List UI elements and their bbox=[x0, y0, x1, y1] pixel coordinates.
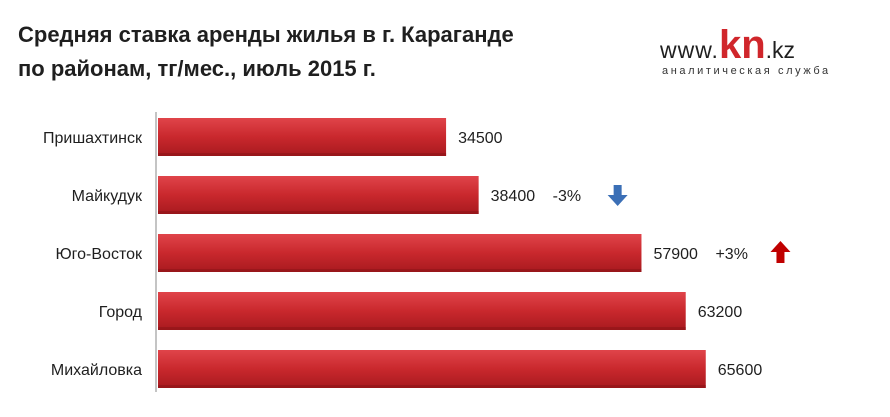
bar-shadow bbox=[158, 153, 447, 156]
data-label: 38400 bbox=[491, 188, 536, 205]
bar bbox=[158, 234, 642, 272]
bar-shadow bbox=[158, 269, 642, 272]
bar-shadow bbox=[158, 327, 686, 330]
bar bbox=[158, 292, 686, 330]
logo-suffix: .kz bbox=[765, 37, 796, 63]
bar-shadow bbox=[158, 385, 706, 388]
chart-title: Средняя ставка аренды жилья в г. Караган… bbox=[18, 18, 618, 86]
logo-prefix: www. bbox=[660, 37, 719, 63]
change-label: -3% bbox=[553, 188, 581, 205]
category-label: Пришахтинск bbox=[43, 130, 143, 147]
category-label: Юго-Восток bbox=[56, 246, 143, 263]
arrow-down-icon bbox=[607, 185, 628, 206]
bar-shadow bbox=[158, 211, 479, 214]
data-label: 65600 bbox=[718, 362, 763, 379]
bar bbox=[158, 350, 706, 388]
title-line-2: по районам, тг/мес., июль 2015 г. bbox=[18, 56, 376, 81]
logo-tagline: аналитическая служба bbox=[662, 65, 831, 77]
data-label: 63200 bbox=[698, 304, 743, 321]
arrow-up-icon bbox=[770, 241, 791, 263]
category-label: Майкудук bbox=[72, 188, 143, 205]
category-label: Город bbox=[99, 304, 143, 321]
bar bbox=[158, 118, 447, 156]
data-label: 57900 bbox=[653, 246, 698, 263]
logo-brand: kn bbox=[718, 23, 766, 67]
title-line-1: Средняя ставка аренды жилья в г. Караган… bbox=[18, 22, 514, 47]
category-label: Михайловка bbox=[51, 362, 142, 379]
change-label: +3% bbox=[715, 246, 747, 263]
kn-logo: www.kn.kz аналитическая служба bbox=[660, 25, 870, 80]
bar bbox=[158, 176, 479, 214]
data-label: 34500 bbox=[458, 130, 503, 147]
